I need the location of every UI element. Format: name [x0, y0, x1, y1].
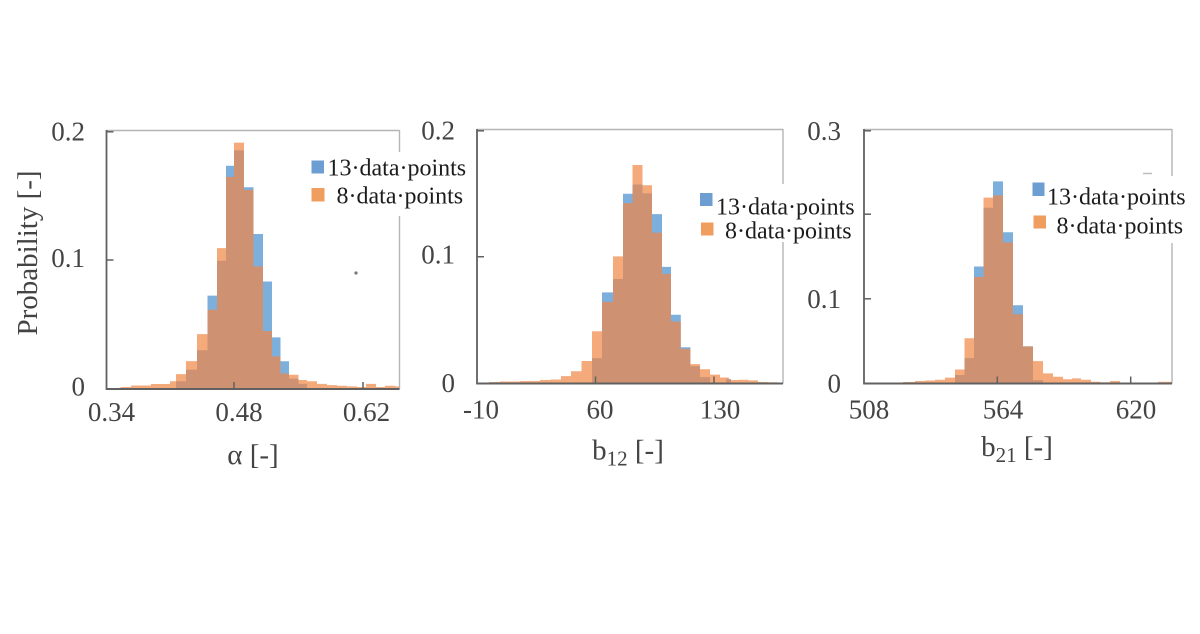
svg-text:508: 508 [849, 395, 890, 425]
svg-text:13·data·points: 13·data·points [716, 195, 855, 221]
svg-text:-10: -10 [463, 395, 499, 425]
svg-text:0: 0 [828, 369, 842, 399]
svg-text:0.1: 0.1 [421, 240, 455, 270]
svg-text:b21 [-]: b21 [-] [981, 431, 1053, 467]
svg-text:0: 0 [72, 372, 86, 402]
svg-text:130: 130 [700, 395, 741, 425]
svg-text:8·data·points: 8·data·points [337, 184, 464, 210]
svg-text:13·data·points: 13·data·points [328, 156, 467, 182]
svg-text:60: 60 [587, 395, 614, 425]
svg-text:0.34: 0.34 [88, 397, 136, 427]
svg-text:b12 [-]: b12 [-] [592, 435, 664, 471]
svg-text:0: 0 [442, 368, 456, 398]
svg-text:α [-]: α [-] [227, 439, 278, 471]
svg-text:0.48: 0.48 [215, 397, 262, 427]
svg-text:0.1: 0.1 [51, 243, 85, 273]
svg-text:0.2: 0.2 [51, 117, 85, 147]
svg-text:8·data·points: 8·data·points [725, 219, 852, 245]
svg-text:8·data·points: 8·data·points [1057, 214, 1184, 240]
svg-text:620: 620 [1116, 395, 1157, 425]
svg-text:0.2: 0.2 [421, 116, 455, 146]
svg-text:13·data·points: 13·data·points [1047, 185, 1186, 211]
svg-text:564: 564 [983, 395, 1024, 425]
svg-text:0.62: 0.62 [343, 397, 390, 427]
svg-text:0.3: 0.3 [807, 116, 841, 146]
svg-text:Probability [-]: Probability [-] [12, 170, 44, 335]
svg-text:0.1: 0.1 [807, 284, 841, 314]
